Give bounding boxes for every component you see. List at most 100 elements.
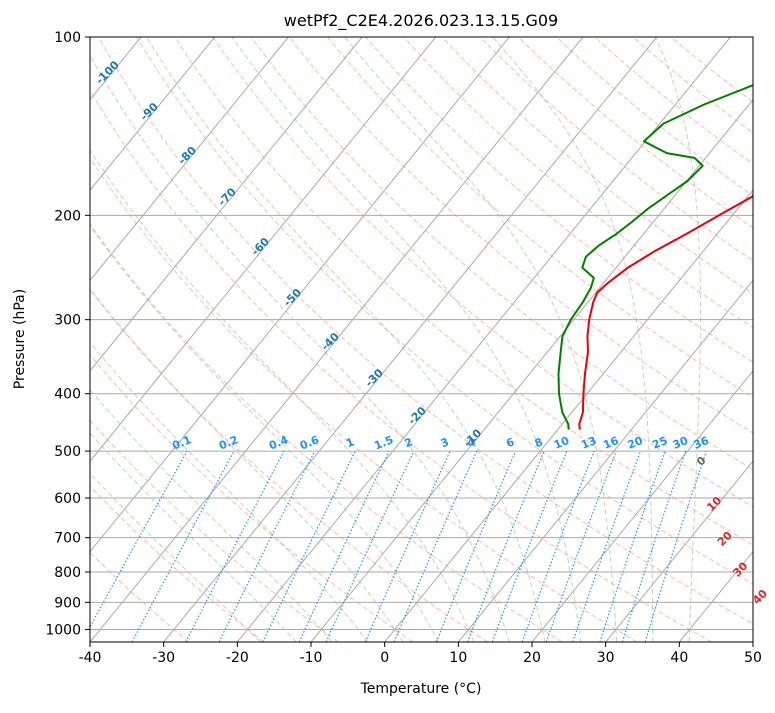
mixing-ratio-label: 10 xyxy=(552,434,571,452)
x-tick-label: 40 xyxy=(670,650,688,666)
x-tick-label: 0 xyxy=(380,650,389,666)
dry-adiabat-line xyxy=(0,37,413,642)
mixing-ratio-label: 13 xyxy=(579,434,598,452)
dry-adiabat-label: 0 xyxy=(694,454,709,469)
mixing-ratio-line xyxy=(186,451,284,642)
isotherm-label: -90 xyxy=(138,100,161,123)
isotherm-line xyxy=(0,37,362,642)
dewpoint-profile-line xyxy=(559,37,775,430)
dry-adiabat-line xyxy=(0,37,189,642)
y-tick-label: 100 xyxy=(54,30,81,46)
x-tick-label: -10 xyxy=(300,650,323,666)
y-tick-label: 1000 xyxy=(45,622,81,638)
isotherm-line xyxy=(0,37,215,642)
y-tick-label: 700 xyxy=(54,531,81,547)
isotherm-line xyxy=(532,37,775,642)
moist-adiabat-line xyxy=(0,37,260,642)
isotherm-line xyxy=(0,37,436,642)
mixing-ratio-label: 3 xyxy=(439,435,451,450)
mixing-ratio-label: 25 xyxy=(650,434,669,452)
x-tick-label: -20 xyxy=(226,650,249,666)
x-tick-label: 30 xyxy=(597,650,615,666)
mixing-ratio-line xyxy=(219,451,315,642)
isotherm-line xyxy=(385,37,775,642)
isotherm-line xyxy=(237,37,730,642)
mixing-ratio-line xyxy=(468,451,545,642)
isotherm-line xyxy=(0,37,67,642)
dry-adiabat-line xyxy=(595,37,775,642)
dry-adiabat-line xyxy=(0,37,562,642)
mixing-ratio-line xyxy=(82,451,187,642)
mixing-ratio-line xyxy=(436,451,515,642)
y-tick-label: 300 xyxy=(54,313,81,329)
isotherm-label: -30 xyxy=(363,366,386,389)
y-tick-label: 400 xyxy=(54,387,81,403)
mixing-ratio-line xyxy=(263,451,356,642)
mixing-ratio-line xyxy=(622,451,685,642)
isotherm-label: -40 xyxy=(319,330,342,353)
mixing-ratio-label: 36 xyxy=(692,434,711,452)
dry-adiabat-line xyxy=(404,37,775,642)
y-tick-label: 200 xyxy=(54,208,81,224)
moist-adiabat-line xyxy=(0,37,439,642)
mixing-ratio-label: 0.6 xyxy=(298,433,321,452)
isotherm-label: -80 xyxy=(176,144,199,167)
moist-adiabat-line xyxy=(80,37,509,642)
y-tick-label: 900 xyxy=(54,595,81,611)
isotherm-label: -60 xyxy=(249,235,272,258)
mixing-ratio-line xyxy=(394,451,477,642)
x-axis-label: Temperature (°C) xyxy=(360,681,482,697)
y-axis-label: Pressure (hPa) xyxy=(12,289,28,389)
moist-adiabat-line xyxy=(0,37,296,642)
x-tick-label: 50 xyxy=(744,650,762,666)
mixing-ratio-label: 6 xyxy=(504,435,516,450)
isotherm-label: -20 xyxy=(406,404,429,427)
dry-adiabat-label: 10 xyxy=(704,494,724,514)
isotherm-label: -70 xyxy=(216,185,239,208)
moist-adiabat-line xyxy=(493,37,653,642)
mixing-ratio-label: 16 xyxy=(601,434,620,452)
mixing-ratio-label: 20 xyxy=(626,434,645,452)
dry-adiabat-line xyxy=(671,37,775,642)
x-tick-label: -30 xyxy=(152,650,175,666)
mixing-ratio-line xyxy=(299,451,389,642)
isotherm-label: -10 xyxy=(461,426,484,449)
y-tick-label: 800 xyxy=(54,565,81,581)
isotherm-label: -50 xyxy=(281,286,304,309)
mixing-ratio-label: 0.4 xyxy=(267,433,290,452)
dry-adiabat-label: 30 xyxy=(730,559,750,579)
moist-adiabat-line xyxy=(232,37,581,642)
dry-adiabat-line xyxy=(442,37,775,642)
isotherm-line xyxy=(458,37,775,642)
x-tick-label: 10 xyxy=(449,650,467,666)
x-tick-label: -40 xyxy=(79,650,102,666)
moist-adiabat-line xyxy=(147,37,546,642)
profiles xyxy=(559,37,775,430)
dry-adiabat-label: 20 xyxy=(715,529,735,549)
mixing-ratio-label: 8 xyxy=(533,435,545,450)
isotherm-line xyxy=(753,37,775,642)
dry-adiabat-line xyxy=(60,37,711,642)
dry-adiabat-line xyxy=(557,37,775,642)
mixing-ratio-label: 30 xyxy=(671,434,690,452)
y-tick-label: 500 xyxy=(54,444,81,460)
moist-adiabat-line xyxy=(27,37,474,642)
isotherm-line xyxy=(679,37,775,642)
x-tick-label: 20 xyxy=(523,650,541,666)
moist-adiabat-line xyxy=(0,37,368,642)
mixing-ratio-label: 1.5 xyxy=(372,433,395,452)
moist-adiabat-line xyxy=(0,37,403,642)
mixing-ratio-line xyxy=(645,451,706,642)
y-tick-label: 600 xyxy=(54,491,81,507)
isotherm-line xyxy=(164,37,657,642)
dry-adiabat-line xyxy=(480,37,775,642)
dry-adiabat-line xyxy=(328,37,775,642)
dry-adiabat-line xyxy=(0,37,488,642)
isotherm-label: -100 xyxy=(93,58,122,87)
mixing-ratio-label: 2 xyxy=(403,435,415,450)
isotherm-line xyxy=(0,37,288,642)
dry-adiabat-line xyxy=(518,37,775,642)
chart-title: wetPf2_C2E4.2026.023.13.15.G09 xyxy=(284,11,558,31)
